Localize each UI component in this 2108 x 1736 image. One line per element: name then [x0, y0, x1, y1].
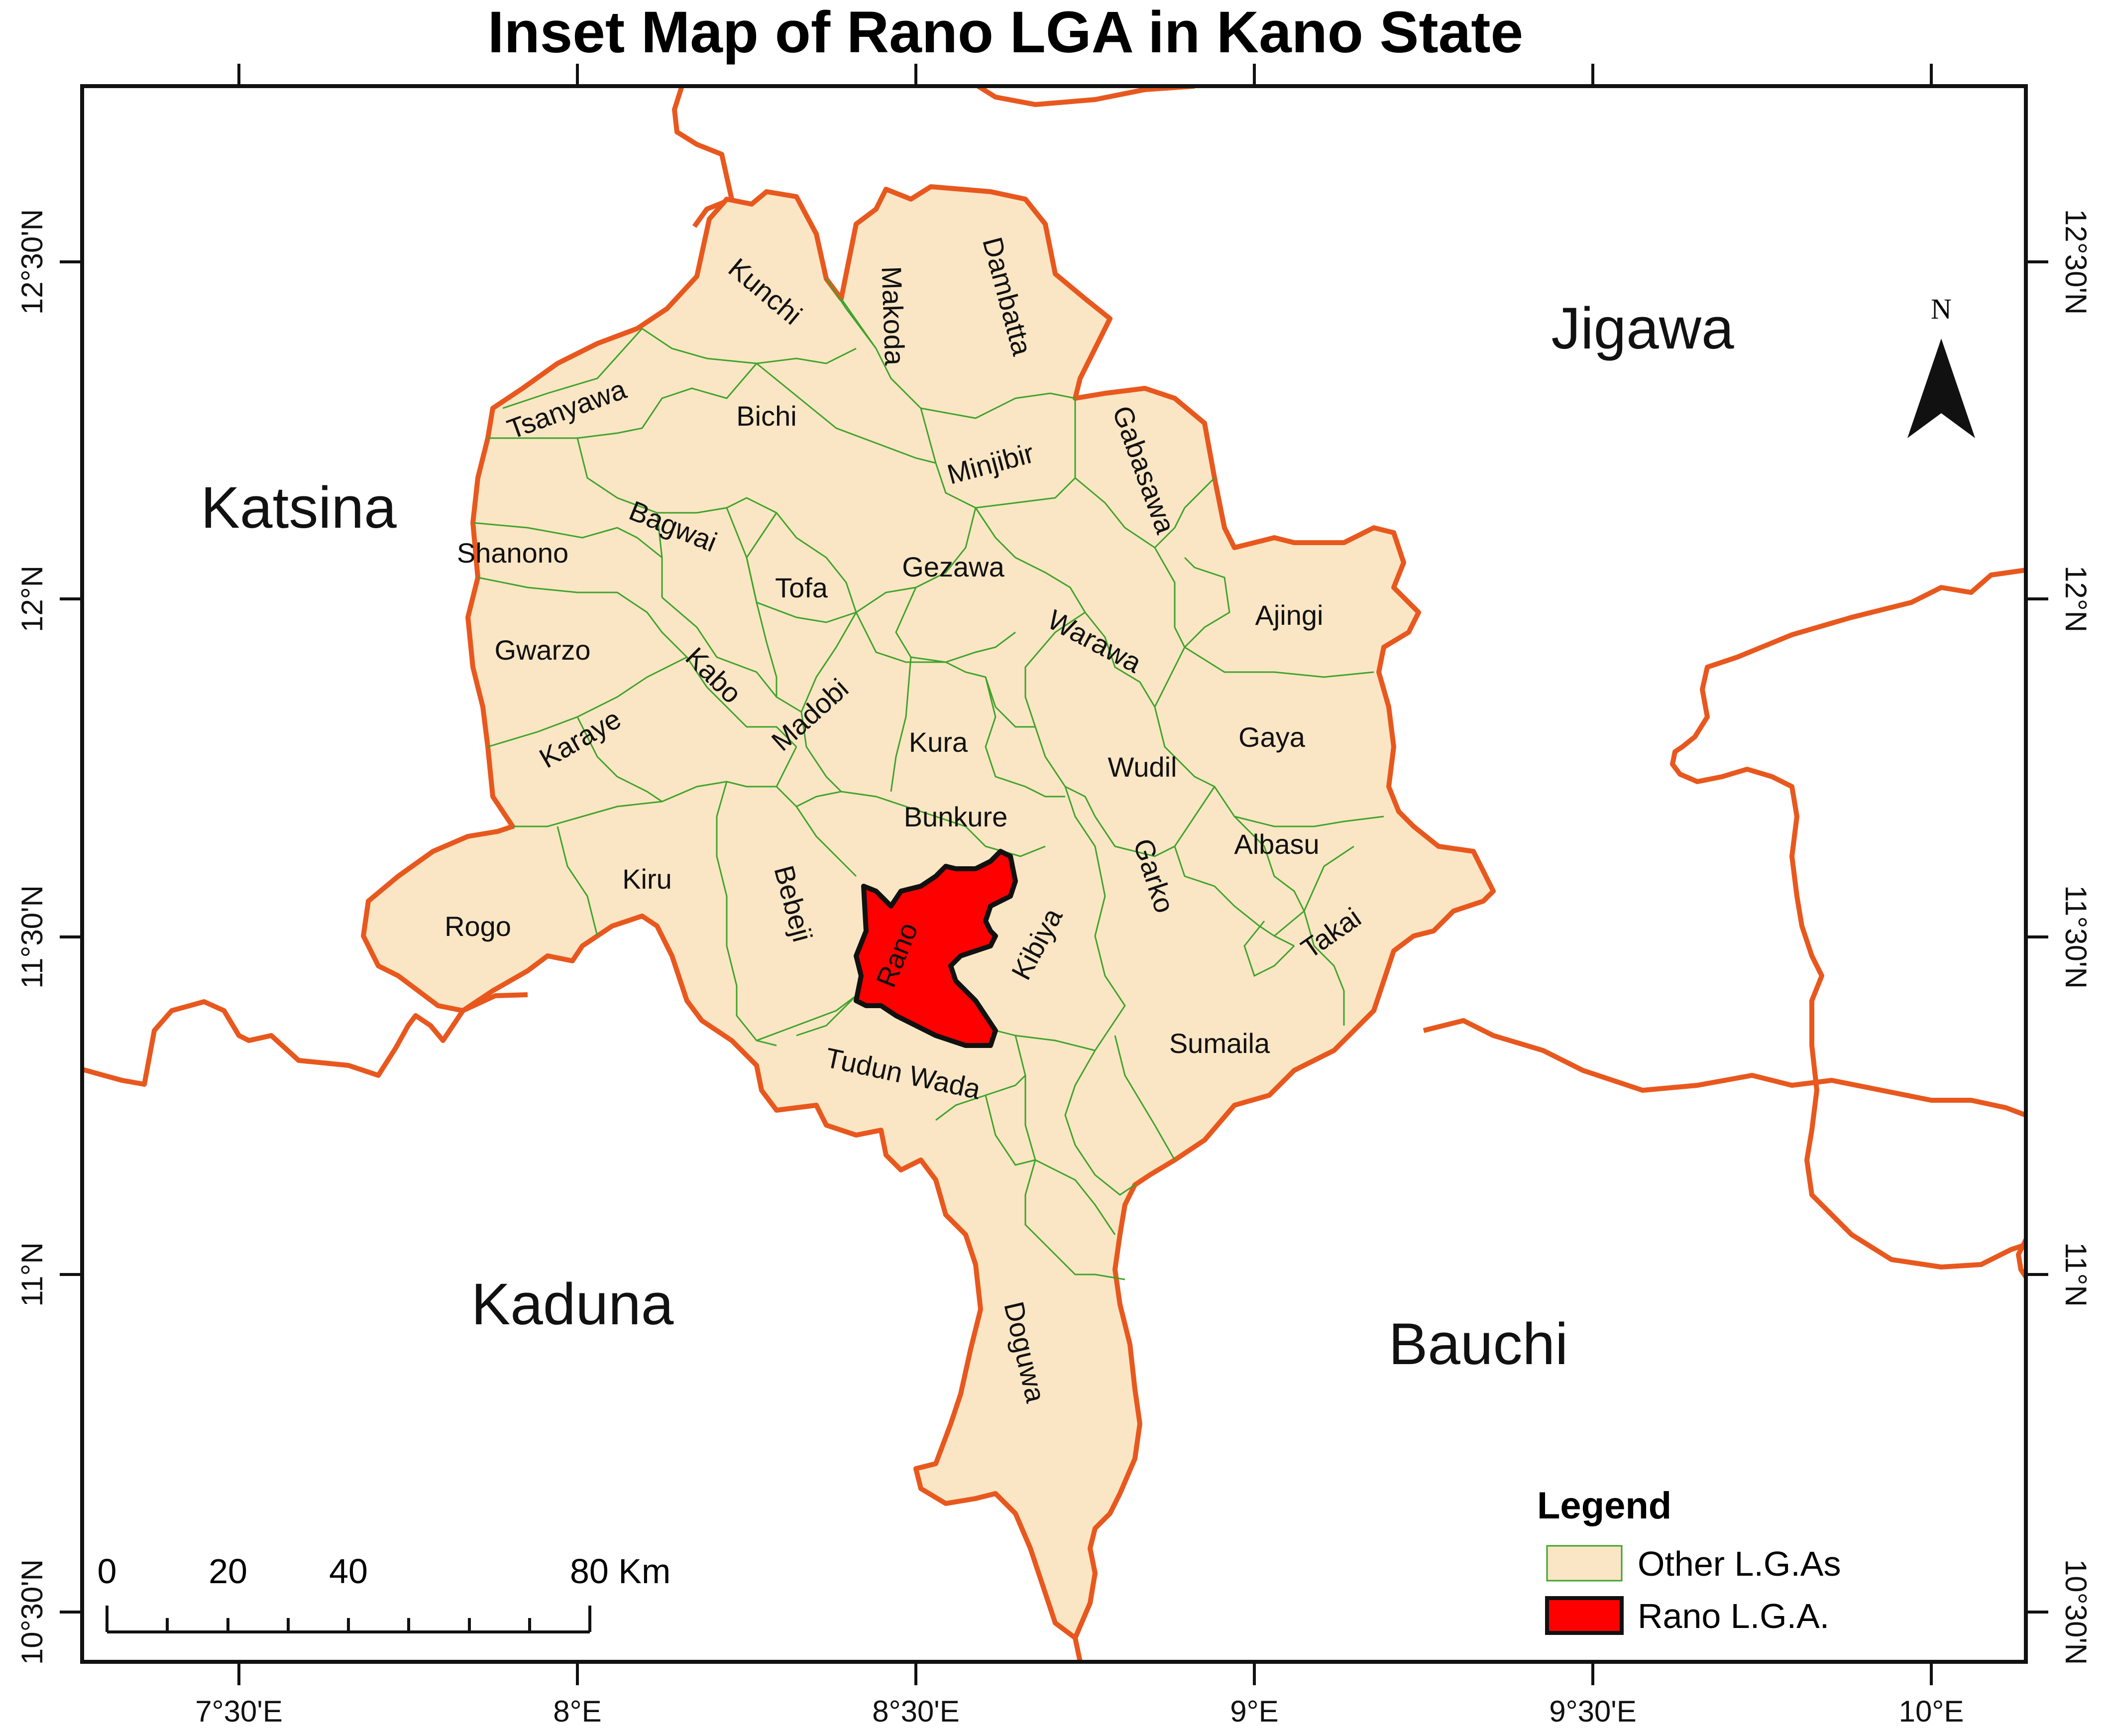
lon-label-6: 10°E	[1899, 1695, 1964, 1728]
north-arrow-icon	[1907, 339, 1975, 438]
lon-label-1: 7°30'E	[195, 1695, 283, 1728]
lon-label-5: 9°30'E	[1549, 1695, 1637, 1728]
legend-label-other: Other L.G.As	[1638, 1544, 1841, 1583]
legend: Legend Other L.G.As Rano L.G.A.	[1537, 1485, 1841, 1635]
lga-label-gwarzo: Gwarzo	[495, 634, 591, 666]
state-label-kaduna: Kaduna	[471, 1272, 674, 1337]
longitude-labels: 7°30'E 8°E 8°30'E 9°E 9°30'E 10°E	[195, 1695, 1964, 1728]
east-edge-boundary	[2016, 1238, 2026, 1278]
lat-left-2: 12°N	[15, 566, 49, 632]
kaduna-bauchi-south	[1073, 1637, 1083, 1662]
jigawa-north-boundary	[977, 86, 1195, 107]
map-frame	[80, 84, 2028, 1664]
lga-label-gaya: Gaya	[1238, 721, 1306, 753]
lga-label-sumaila: Sumaila	[1169, 1028, 1270, 1059]
lga-boundaries	[472, 278, 1384, 1280]
state-label-bauchi: Bauchi	[1389, 1311, 1568, 1377]
scale-tick-0: 0	[98, 1552, 117, 1591]
lga-label-makoda: Makoda	[876, 266, 911, 366]
lga-label-gezawa: Gezawa	[902, 551, 1004, 582]
katsina-kaduna-boundary	[82, 992, 528, 1087]
legend-swatch-rano	[1545, 1596, 1624, 1635]
scale-tick-20: 20	[209, 1552, 247, 1591]
lon-label-3: 8°30'E	[872, 1695, 960, 1728]
lga-label-wudil: Wudil	[1108, 751, 1177, 783]
jigawa-bauchi-boundary	[1670, 568, 2026, 1270]
rano-lga-area	[854, 849, 1018, 1048]
scale-bar-line	[106, 1606, 591, 1633]
latitude-labels-left: 12°30'N 12°N 11°30'N 11°N 10°30'N	[15, 209, 49, 1665]
lga-label-kiru: Kiru	[622, 863, 672, 895]
state-label-katsina: Katsina	[201, 475, 397, 541]
lat-right-1: 12°30'N	[2059, 209, 2093, 315]
legend-title: Legend	[1537, 1485, 1671, 1527]
scale-tick-40: 40	[329, 1552, 368, 1591]
legend-label-rano: Rano L.G.A.	[1638, 1597, 1829, 1635]
scale-tick-80: 80 Km	[570, 1552, 670, 1591]
north-arrow: N	[1907, 293, 1975, 438]
lat-left-4: 11°N	[15, 1242, 49, 1307]
lat-right-5: 10°30'N	[2059, 1559, 2093, 1665]
lga-label-shanono: Shanono	[457, 537, 568, 569]
lon-label-2: 8°E	[553, 1695, 601, 1728]
katsina-north-boundary	[672, 86, 734, 228]
lat-right-4: 11°N	[2059, 1242, 2093, 1307]
latitude-labels-right: 12°30'N 12°N 11°30'N 11°N 10°30'N	[2059, 209, 2093, 1665]
state-label-jigawa: Jigawa	[1551, 296, 1734, 361]
lga-label-bichi: Bichi	[736, 400, 796, 432]
lat-left-1: 12°30'N	[15, 209, 49, 315]
lat-right-3: 11°30'N	[2059, 885, 2093, 989]
lga-label-bunkure: Bunkure	[904, 801, 1008, 832]
lga-label-rogo: Rogo	[444, 911, 511, 942]
scale-bar: 0 20 40 80 Km	[98, 1552, 670, 1633]
map-title: Inset Map of Rano LGA in Kano State	[488, 0, 1523, 65]
lga-label-albasu: Albasu	[1234, 828, 1319, 860]
lga-label-kura: Kura	[909, 726, 968, 758]
lga-label-ajingi: Ajingi	[1255, 599, 1324, 631]
frame-ticks	[60, 64, 2048, 1685]
north-label: N	[1931, 293, 1952, 325]
lat-right-2: 12°N	[2059, 566, 2093, 632]
lga-label-tofa: Tofa	[775, 572, 828, 603]
map-body	[82, 86, 2026, 1662]
lon-label-4: 9°E	[1230, 1695, 1278, 1728]
legend-swatch-other	[1546, 1545, 1623, 1582]
lat-left-3: 11°30'N	[15, 885, 49, 989]
jigawa-bauchi-link	[1423, 1018, 2026, 1118]
lat-left-5: 10°30'N	[15, 1559, 49, 1665]
